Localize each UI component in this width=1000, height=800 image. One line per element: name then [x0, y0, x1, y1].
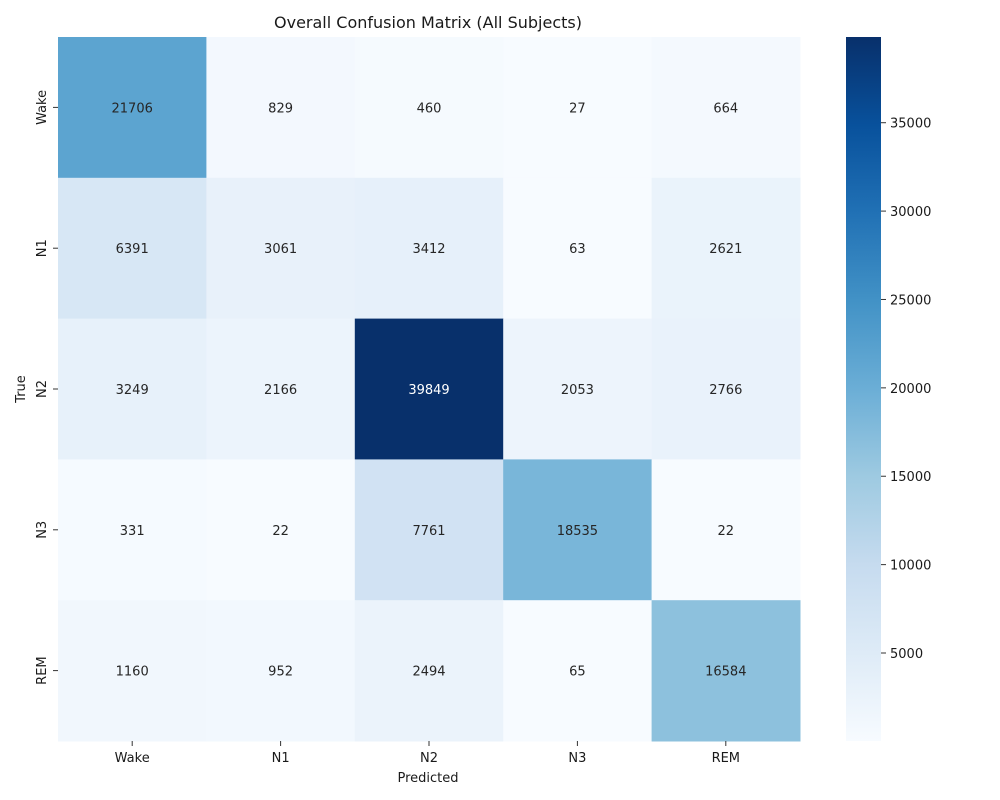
colorbar-tick-label: 5000 [890, 647, 923, 662]
colorbar-tick-label: 20000 [890, 382, 931, 397]
cell-value-label: 63 [569, 242, 586, 257]
y-tick-label: N1 [35, 239, 50, 257]
colorbar-tick-label: 15000 [890, 470, 931, 485]
heatmap-cell [503, 37, 653, 179]
colorbar-tick-label: 25000 [890, 293, 931, 308]
cell-value-label: 2166 [264, 383, 297, 398]
heatmap-cell [58, 459, 207, 601]
colorbar-tick-label: 10000 [890, 559, 931, 574]
heatmap-cell [503, 459, 653, 601]
cell-value-label: 3061 [264, 242, 297, 257]
heatmap-cell [354, 177, 504, 320]
heatmap-cell [503, 177, 653, 320]
x-tick-label: REM [712, 751, 740, 766]
y-tick-label: Wake [35, 90, 50, 125]
x-tick-label: N1 [272, 751, 290, 766]
cell-value-label: 7761 [412, 524, 445, 539]
heatmap-cell [651, 177, 801, 320]
cell-value-label: 1160 [116, 665, 149, 680]
x-axis-ticks: Wake N1 N2 N3 REM [115, 741, 740, 766]
heatmap-cell [58, 177, 207, 320]
heatmap-cell-labels: 21706 829 460 27 664 6391 3061 3412 63 2621 3249 21… [112, 101, 747, 679]
heatmap-cell [503, 318, 653, 460]
cell-value-label: 65 [569, 665, 586, 680]
cell-value-label: 18535 [557, 524, 598, 539]
cell-value-label: 2766 [709, 383, 742, 398]
heatmap-cell [651, 37, 801, 179]
cell-value-label: 39849 [408, 383, 449, 398]
cell-value-label: 6391 [116, 242, 149, 257]
x-tick-label: Wake [115, 751, 150, 766]
heatmap-cell [651, 318, 801, 460]
heatmap-cell [354, 459, 504, 601]
cell-value-label: 460 [417, 101, 442, 116]
cell-value-label: 829 [268, 101, 293, 116]
cell-value-label: 27 [569, 101, 586, 116]
heatmap-cell [354, 318, 504, 460]
cell-value-label: 2494 [412, 665, 445, 680]
heatmap-cell [206, 459, 356, 601]
heatmap-cell [651, 459, 801, 601]
heatmap-cell [206, 37, 356, 179]
colorbar-tick-label: 30000 [890, 205, 931, 220]
cell-value-label: 21706 [112, 101, 153, 116]
y-tick-label: N3 [35, 521, 50, 539]
cell-value-label: 16584 [705, 665, 746, 680]
heatmap-cell [206, 318, 356, 460]
heatmap-cell [206, 177, 356, 320]
heatmap-cell [206, 600, 356, 742]
x-tick-label: N3 [568, 751, 586, 766]
heatmap-cell [651, 600, 801, 742]
heatmap-cell [58, 600, 207, 742]
cell-value-label: 952 [268, 665, 293, 680]
heatmap-cells [58, 37, 801, 742]
y-tick-label: N2 [35, 380, 50, 398]
cell-value-label: 664 [713, 101, 738, 116]
heatmap-cell [354, 600, 504, 742]
cell-value-label: 2053 [561, 383, 594, 398]
colorbar-tick-label: 35000 [890, 117, 931, 132]
x-axis-label: Predicted [397, 771, 458, 786]
x-tick-label: N2 [420, 751, 438, 766]
cell-value-label: 22 [272, 524, 289, 539]
heatmap-cell [503, 600, 653, 742]
cell-value-label: 22 [718, 524, 735, 539]
heatmap-cell [354, 37, 504, 179]
cell-value-label: 331 [120, 524, 145, 539]
cell-value-label: 3249 [116, 383, 149, 398]
chart-title: Overall Confusion Matrix (All Subjects) [274, 13, 582, 32]
y-axis-label: True [14, 375, 29, 404]
cell-value-label: 2621 [709, 242, 742, 257]
cell-value-label: 3412 [412, 242, 445, 257]
y-tick-label: REM [35, 656, 50, 684]
colorbar-ticks: 5000 10000 15000 20000 25000 30000 35000 [881, 117, 931, 662]
heatmap-cell [58, 318, 207, 460]
colorbar [846, 37, 881, 741]
heatmap-cell [58, 37, 207, 179]
y-axis-ticks: Wake N1 N2 N3 REM [35, 90, 58, 685]
